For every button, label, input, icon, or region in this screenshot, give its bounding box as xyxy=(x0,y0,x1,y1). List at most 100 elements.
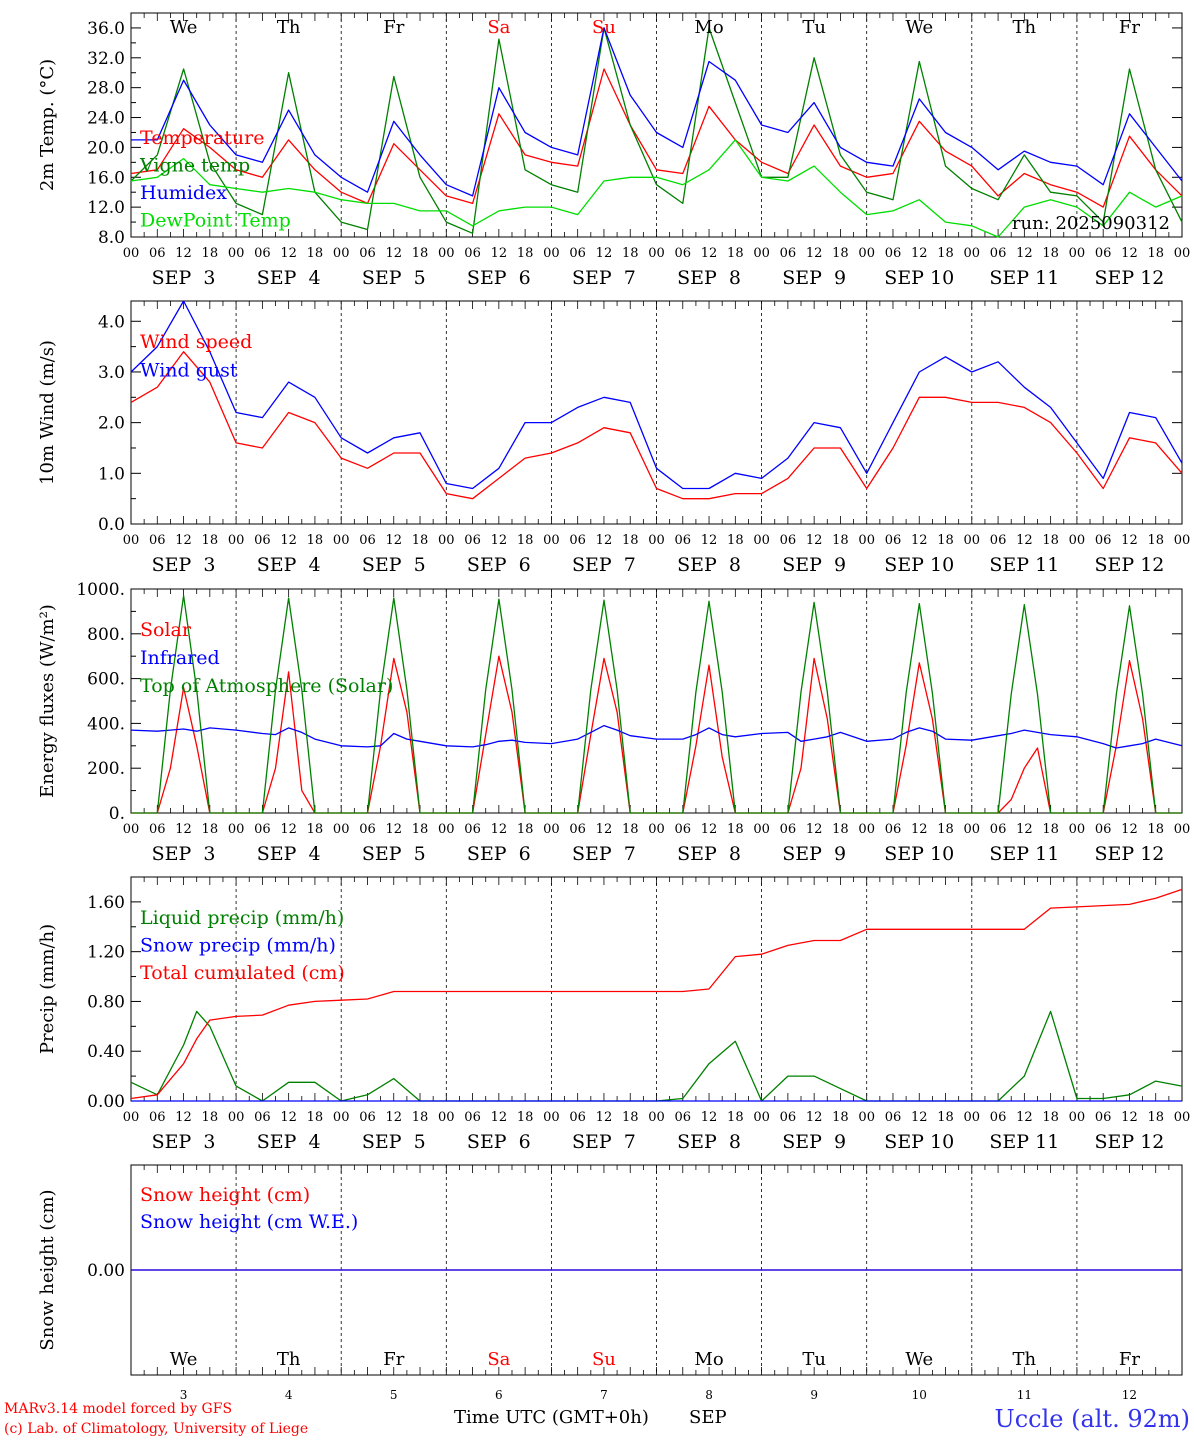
hour-tick-label: 12 xyxy=(701,246,718,261)
hour-tick-label: 12 xyxy=(385,246,402,261)
day-of-week-label: Fr xyxy=(383,17,404,38)
hour-tick-label: 12 xyxy=(175,533,192,548)
date-label: SEP 12 xyxy=(1095,554,1165,576)
day-of-week-label: Th xyxy=(277,17,301,38)
panel-5: 0.00 Snow height (cm) Snow height (cm) Snow… xyxy=(37,1164,1183,1402)
y-axis-label: 2m Temp. (°C) xyxy=(37,59,58,191)
legend-entry: Snow precip (mm/h) xyxy=(140,935,336,957)
date-label: SEP 10 xyxy=(884,267,954,289)
hour-tick-label: 06 xyxy=(1095,822,1112,837)
panel-1: 8.0 12.0 16.0 20.0 24.0 28.0 32.0 36.0 2m Temp. … xyxy=(37,12,1191,289)
hour-tick-label: 06 xyxy=(780,533,797,548)
date-label: SEP 7 xyxy=(572,267,636,289)
hour-tick-label: 18 xyxy=(1042,822,1059,837)
hour-tick-label: 00 xyxy=(648,246,665,261)
hour-tick-label: 18 xyxy=(1042,1110,1059,1125)
hour-tick-label: 06 xyxy=(675,246,692,261)
y-tick-label: 36.0 xyxy=(87,19,125,39)
hour-tick-label: 18 xyxy=(832,533,849,548)
plot-frame xyxy=(130,588,1183,814)
hour-tick-label: 06 xyxy=(359,246,376,261)
date-label: SEP 8 xyxy=(677,554,741,576)
hour-tick-label: 00 xyxy=(1174,822,1191,837)
hour-tick-label: 12 xyxy=(491,822,508,837)
hour-tick-label: 06 xyxy=(254,822,271,837)
y-tick-label: 2.0 xyxy=(98,414,125,434)
y-tick-label: 12.0 xyxy=(87,198,125,218)
hour-tick-label: 18 xyxy=(937,1110,954,1125)
hour-tick-label: 00 xyxy=(1069,822,1086,837)
date-label: SEP 10 xyxy=(884,554,954,576)
legend-entry: Liquid precip (mm/h) xyxy=(140,907,344,929)
day-of-week-label: We xyxy=(905,17,933,38)
hour-tick-label: 00 xyxy=(438,246,455,261)
hour-tick-label: 18 xyxy=(1042,246,1059,261)
hour-tick-label: 06 xyxy=(675,1110,692,1125)
hour-tick-label: 00 xyxy=(543,822,560,837)
hour-tick-label: 12 xyxy=(596,533,613,548)
date-label: SEP 3 xyxy=(152,1131,216,1153)
hour-tick-label: 18 xyxy=(517,533,534,548)
hour-tick-label: 06 xyxy=(885,533,902,548)
day-number-label: 5 xyxy=(390,1388,398,1402)
hour-tick-label: 18 xyxy=(622,822,639,837)
hour-tick-label: 12 xyxy=(280,246,297,261)
series-line xyxy=(130,300,1183,490)
day-of-week-label: Th xyxy=(1013,17,1037,38)
date-label: SEP 6 xyxy=(467,843,531,865)
hour-tick-label: 00 xyxy=(1069,246,1086,261)
hour-tick-label: 00 xyxy=(1174,246,1191,261)
hour-tick-label: 06 xyxy=(254,533,271,548)
hour-tick-label: 00 xyxy=(964,822,981,837)
hour-tick-label: 06 xyxy=(149,822,166,837)
legend-entry: Wind speed xyxy=(140,331,252,353)
y-axis-label: Precip (mm/h) xyxy=(37,924,58,1054)
date-label: SEP 6 xyxy=(467,554,531,576)
date-label: SEP 3 xyxy=(152,843,216,865)
day-of-week-label: Sa xyxy=(487,1349,510,1370)
legend-entry: Total cumulated (cm) xyxy=(140,962,345,984)
y-tick-label: 24.0 xyxy=(87,109,125,129)
hour-tick-label: 12 xyxy=(911,1110,928,1125)
hour-tick-label: 18 xyxy=(307,533,324,548)
hour-tick-label: 12 xyxy=(596,822,613,837)
hour-tick-label: 06 xyxy=(990,1110,1007,1125)
date-label: SEP 6 xyxy=(467,267,531,289)
hour-tick-label: 06 xyxy=(990,822,1007,837)
hour-tick-label: 18 xyxy=(622,246,639,261)
day-number-label: 10 xyxy=(912,1388,927,1402)
hour-tick-label: 06 xyxy=(254,246,271,261)
hour-tick-label: 18 xyxy=(832,246,849,261)
day-of-week-label: We xyxy=(905,1349,933,1370)
hour-tick-label: 12 xyxy=(1121,533,1138,548)
hour-tick-label: 00 xyxy=(228,246,245,261)
legend-entry: Wind gust xyxy=(140,360,238,382)
hour-tick-label: 18 xyxy=(622,1110,639,1125)
y-tick-label: 800. xyxy=(87,625,125,645)
hour-tick-label: 06 xyxy=(149,246,166,261)
legend-entry: Snow height (cm W.E.) xyxy=(140,1211,358,1233)
panel-2: 0.0 1.0 2.0 3.0 4.0 10m Wind (m/s) Wind speed W… xyxy=(37,300,1190,576)
hour-tick-label: 06 xyxy=(1095,533,1112,548)
hour-tick-label: 18 xyxy=(727,1110,744,1125)
hour-tick-label: 12 xyxy=(1121,246,1138,261)
y-tick-label: 0.00 xyxy=(87,1261,125,1281)
hour-tick-label: 12 xyxy=(491,1110,508,1125)
y-tick-label: 1.60 xyxy=(87,893,125,913)
day-number-label: 7 xyxy=(600,1388,608,1402)
hour-tick-label: 18 xyxy=(202,246,219,261)
series-line xyxy=(130,351,1183,500)
hour-tick-label: 06 xyxy=(464,246,481,261)
hour-tick-label: 18 xyxy=(937,533,954,548)
hour-tick-label: 06 xyxy=(149,533,166,548)
legend-entry: Top of Atmosphere (Solar) xyxy=(140,675,393,697)
hour-tick-label: 12 xyxy=(701,533,718,548)
hour-tick-label: 06 xyxy=(464,822,481,837)
hour-tick-label: 06 xyxy=(675,822,692,837)
hour-tick-label: 00 xyxy=(333,533,350,548)
legend-entry: Vigne temp xyxy=(139,155,250,177)
day-of-week-label: We xyxy=(170,1349,198,1370)
hour-tick-label: 18 xyxy=(937,246,954,261)
date-label: SEP 12 xyxy=(1095,1131,1165,1153)
date-label: SEP 7 xyxy=(572,554,636,576)
